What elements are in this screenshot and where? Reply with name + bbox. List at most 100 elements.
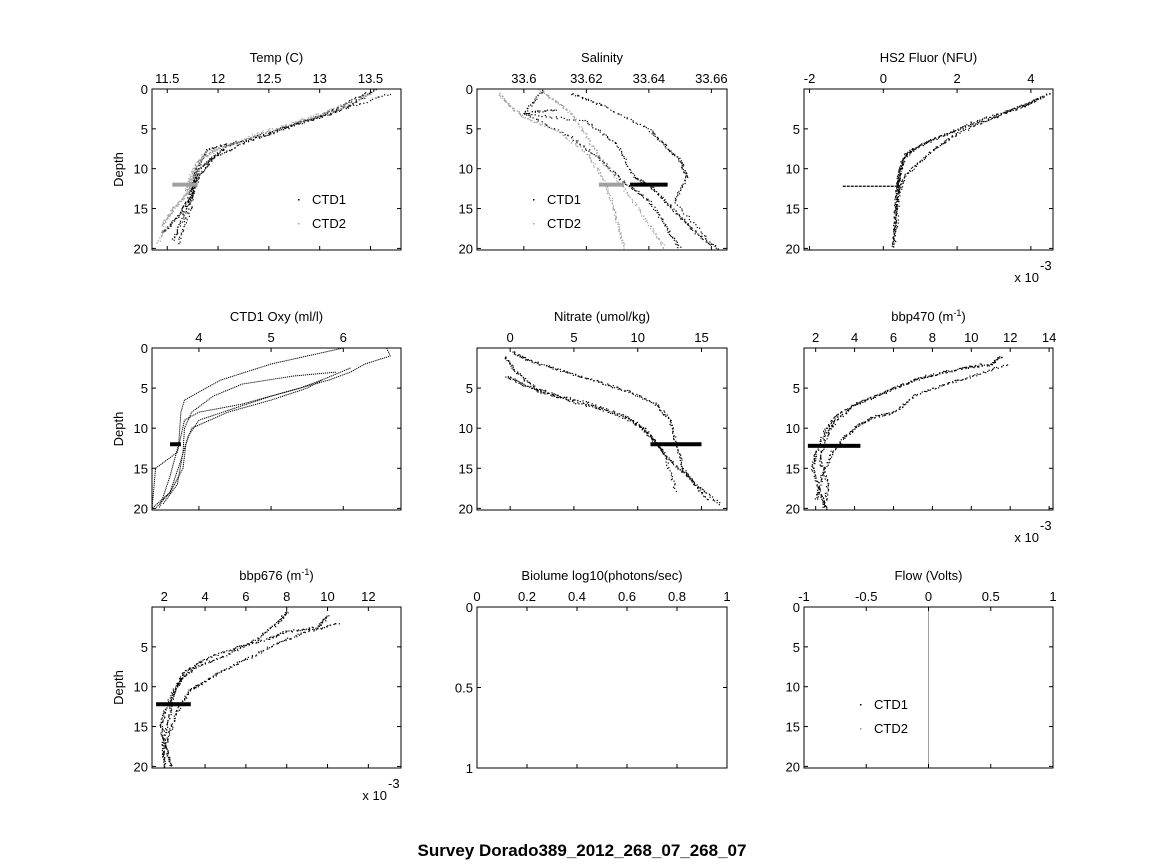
data-point: [951, 136, 953, 138]
data-point: [522, 355, 524, 357]
data-point: [628, 390, 631, 392]
data-point: [590, 100, 592, 102]
data-point: [897, 185, 899, 187]
data-point: [350, 100, 352, 102]
data-point: [955, 379, 957, 381]
data-point: [220, 145, 222, 148]
data-point: [639, 210, 641, 213]
data-point: [526, 380, 528, 382]
data-point: [684, 170, 686, 172]
data-point: [969, 377, 971, 379]
data-point: [817, 496, 819, 498]
data-point: [859, 424, 861, 426]
data-point: [186, 194, 188, 196]
data-point: [886, 412, 888, 415]
data-point: [304, 118, 306, 120]
data-point: [641, 426, 643, 428]
data-point: [899, 179, 901, 181]
data-point: [657, 138, 659, 140]
data-point: [900, 186, 902, 188]
data-point: [196, 173, 198, 175]
data-point: [242, 143, 244, 145]
data-point: [574, 95, 577, 97]
data-point: [543, 92, 545, 95]
data-point: [893, 222, 895, 224]
data-point: [850, 407, 852, 409]
data-point: [969, 365, 971, 367]
data-point: [229, 653, 231, 655]
data-point: [237, 649, 239, 652]
data-point: [184, 224, 186, 226]
data-point: [270, 133, 272, 135]
data-point: [566, 372, 568, 374]
data-point: [688, 224, 690, 226]
panel-title: Temp (C): [250, 50, 303, 65]
data-point: [960, 379, 962, 382]
data-point: [695, 484, 697, 486]
data-point: [670, 207, 672, 209]
data-point: [826, 506, 828, 508]
data-point: [840, 411, 842, 413]
data-point: [316, 115, 318, 118]
data-point: [643, 215, 645, 217]
data-point: [867, 397, 869, 399]
data-point: [526, 114, 528, 116]
data-point: [213, 654, 215, 656]
data-point: [937, 147, 939, 149]
legend-marker: [533, 223, 535, 225]
data-point: [903, 158, 905, 160]
data-point: [849, 432, 851, 434]
data-point: [897, 190, 899, 192]
data-point: [526, 385, 528, 387]
data-point: [967, 366, 969, 369]
data-point: [657, 194, 660, 196]
data-point: [236, 141, 238, 143]
data-point: [563, 117, 565, 119]
data-point: [615, 142, 617, 144]
data-point: [672, 427, 674, 429]
data-point: [338, 109, 340, 111]
data-point: [286, 126, 288, 128]
data-point: [535, 388, 537, 390]
data-point: [276, 127, 278, 130]
data-point: [212, 150, 214, 152]
data-point: [858, 425, 860, 427]
data-point: [659, 409, 661, 412]
data-point: [589, 140, 591, 142]
data-point: [192, 171, 194, 173]
data-point: [665, 144, 668, 146]
data-point: [300, 633, 302, 635]
data-point: [934, 388, 936, 390]
data-point: [170, 724, 172, 726]
data-point: [967, 367, 969, 369]
data-point: [191, 175, 193, 177]
data-point: [896, 183, 898, 185]
data-point: [820, 461, 822, 463]
data-point: [553, 128, 556, 130]
data-point: [1024, 103, 1026, 105]
data-point: [979, 363, 981, 365]
data-point: [895, 204, 897, 206]
data-point: [694, 230, 696, 232]
data-point: [558, 130, 560, 132]
data-point: [537, 361, 539, 363]
data-point: [615, 219, 617, 221]
data-point: [524, 384, 526, 386]
data-point: [891, 245, 893, 247]
data-point: [896, 178, 898, 180]
data-point: [253, 136, 255, 138]
data-point: [240, 645, 242, 647]
data-point: [990, 363, 992, 365]
data-point: [976, 375, 978, 377]
data-point: [970, 126, 972, 128]
data-point: [620, 238, 622, 240]
data-point: [192, 190, 195, 192]
data-point: [181, 198, 183, 201]
data-point: [822, 474, 824, 476]
x-tick-label: -1: [798, 589, 810, 604]
legend-marker: [298, 199, 300, 201]
data-point: [213, 654, 215, 656]
data-point: [826, 499, 828, 501]
data-point: [547, 366, 550, 368]
data-point: [194, 667, 196, 669]
